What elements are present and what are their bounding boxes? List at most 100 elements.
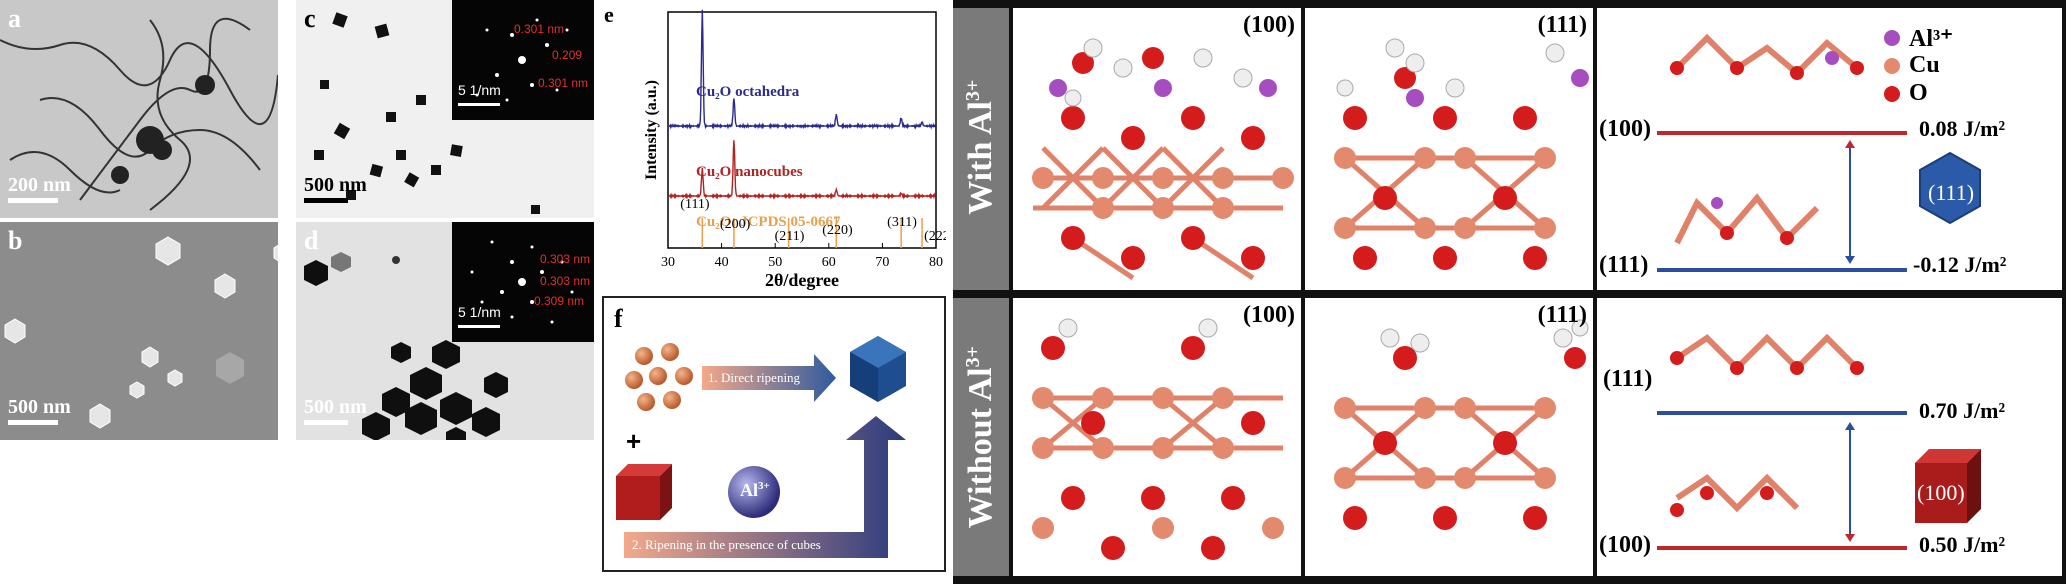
facet-111-label: (111): [1603, 366, 1653, 392]
diffraction-pattern: [470, 240, 574, 324]
x-axis-title: 2θ/degree: [765, 270, 839, 290]
scale-label-c: 500 nm: [304, 174, 367, 196]
facet-label: (100): [1243, 12, 1295, 38]
atomic-structure: [1032, 38, 1294, 281]
octahedron-product: [850, 336, 906, 402]
energy-diagram-without-al: (111) (100) 0.70 J/m² 0.50 J/m² (100): [1597, 298, 2062, 576]
panel-label-f: f: [614, 304, 623, 333]
panel-label-b: b: [8, 226, 23, 255]
energy-graphics: [1657, 333, 1981, 550]
reference-peak-label: (200): [720, 217, 751, 232]
x-tick-label: 70: [875, 255, 889, 270]
slab-with-100: (100): [1013, 8, 1301, 290]
octahedra-particles: [0, 222, 278, 440]
y-axis-title: Intensity (a.u.): [643, 80, 660, 180]
legend-al: Al³⁺: [1909, 26, 1953, 52]
x-tick-label: 60: [822, 255, 836, 270]
d-spacing-label-3: 0.309 nm: [534, 294, 585, 308]
reference-peak-label: (311): [887, 215, 917, 230]
atomic-structure: [1334, 319, 1589, 530]
plus-sign: +: [626, 426, 642, 456]
panel-label-e: e: [604, 2, 614, 27]
scale-bar-b: [8, 420, 58, 425]
diffraction-pattern: [475, 18, 569, 102]
series-label: Cu₂O nanocubes: [696, 164, 803, 180]
scale-bar-a: [8, 198, 58, 203]
reference-peak-label: (222): [924, 229, 946, 244]
legend-o: O: [1909, 80, 1928, 106]
xrd-series-line: [668, 140, 936, 200]
cube-seed: [616, 464, 672, 520]
legend-swatches: [1884, 30, 1900, 102]
facet-label: (111): [1537, 302, 1587, 328]
cube-shape: [1915, 449, 1981, 523]
reference-peak-label: (111): [680, 197, 710, 212]
x-tick-label: 80: [929, 255, 943, 270]
cube-ripening-label: 2. Ripening in the presence of cubes: [632, 537, 821, 552]
ripening-schematic-f: f + 1. Direct ripening Al3+ 2. Ripening: [602, 296, 946, 572]
xrd-series-line: [668, 9, 936, 130]
nanosphere-cluster: [625, 343, 693, 411]
panel-label-c: c: [304, 4, 316, 33]
inset-scale-bar-d: [458, 325, 500, 328]
energy-without-100: 0.50 J/m²: [1919, 532, 2006, 557]
slab-with-111: (111): [1305, 8, 1593, 290]
slab-without-100: (100): [1013, 298, 1301, 576]
direct-ripening-arrow: [702, 354, 836, 402]
xrd-chart-panel: e 30 40 50 60 70 80 2θ/degree Intensity (a.u.) C…: [596, 0, 946, 290]
ion-symbol: Al: [740, 480, 758, 500]
x-tick-label: 40: [715, 255, 729, 270]
facet-111-label: (111): [1599, 252, 1649, 278]
scale-bar-d: [304, 420, 348, 425]
ion-charge: 3+: [758, 480, 770, 492]
scale-label-a: 200 nm: [8, 174, 71, 196]
sem-image-b: b 500 nm: [0, 222, 278, 440]
dft-figure: With Al3+ Without Al3+ (100): [953, 0, 2066, 584]
energy-diagram-with-al: Al³⁺ Cu O (100) (111) 0.08 J/m² -0.12 J/…: [1597, 8, 2062, 290]
tem-image-a: a 200 nm: [0, 0, 278, 218]
tem-image-d: 0.303 nm 0.303 nm 0.309 nm 5 1/nm d 500 …: [296, 222, 594, 440]
row-label-with-al: With Al3+: [953, 8, 1009, 290]
xrd-chart: 30 40 50 60 70 80 2θ/degree Intensity (a.u.) Cu₂…: [643, 9, 946, 290]
facet-100-label: (100): [1599, 532, 1651, 558]
octahedron-shape: [1919, 151, 1981, 225]
reference-peak-label: (220): [822, 223, 853, 238]
scale-label-d: 500 nm: [304, 396, 367, 418]
row-label-sup: 3+: [961, 79, 984, 102]
row-label-without-al: Without Al3+: [953, 298, 1009, 576]
al-ion-sphere: [728, 466, 780, 518]
scale-label-b: 500 nm: [8, 396, 71, 418]
schematic-graphics: [616, 336, 906, 558]
x-tick-label: 50: [768, 255, 782, 270]
ion-label: Al3+: [740, 480, 770, 501]
row-label-text: Without Al: [962, 367, 1000, 529]
d-spacing-label-1: 0.301 nm: [514, 22, 565, 36]
legend-cu: Cu: [1909, 52, 1940, 78]
reference-peak-label: (211): [775, 229, 805, 244]
d-spacing-label-1: 0.303 nm: [540, 252, 591, 266]
series-label: Cu₂O octahedra: [696, 84, 800, 100]
direct-ripening-label: 1. Direct ripening: [708, 370, 801, 385]
atomic-structure: [1032, 318, 1284, 560]
panel-label-d: d: [304, 226, 319, 255]
inset-scale-label-d: 5 1/nm: [458, 304, 501, 320]
atomic-structure: [1334, 38, 1589, 270]
facet-100-label: (100): [1599, 116, 1651, 142]
cube-facet-label: (100): [1917, 480, 1965, 505]
d-spacing-label-2: 0.209: [552, 48, 583, 62]
reference-label: Cu₂O: JCPDS 05-0667: [696, 214, 841, 230]
row-label-sup: 3+: [961, 346, 984, 368]
energy-with-111: -0.12 J/m²: [1913, 252, 2007, 277]
energy-with-100: 0.08 J/m²: [1919, 116, 2006, 141]
d-spacing-label-2: 0.303 nm: [540, 274, 591, 288]
facet-label: (100): [1243, 302, 1295, 328]
inset-scale-label-c: 5 1/nm: [458, 82, 501, 98]
row-label-text: With Al: [962, 101, 1000, 215]
energy-without-111: 0.70 J/m²: [1919, 398, 2006, 423]
saed-inset-d: 0.303 nm 0.303 nm 0.309 nm 5 1/nm: [452, 222, 594, 342]
panel-label-a: a: [8, 4, 21, 33]
facet-label: (111): [1537, 12, 1587, 38]
x-tick-label: 30: [661, 255, 675, 270]
slab-without-111: (111): [1305, 298, 1593, 576]
inset-scale-bar-c: [458, 103, 500, 106]
